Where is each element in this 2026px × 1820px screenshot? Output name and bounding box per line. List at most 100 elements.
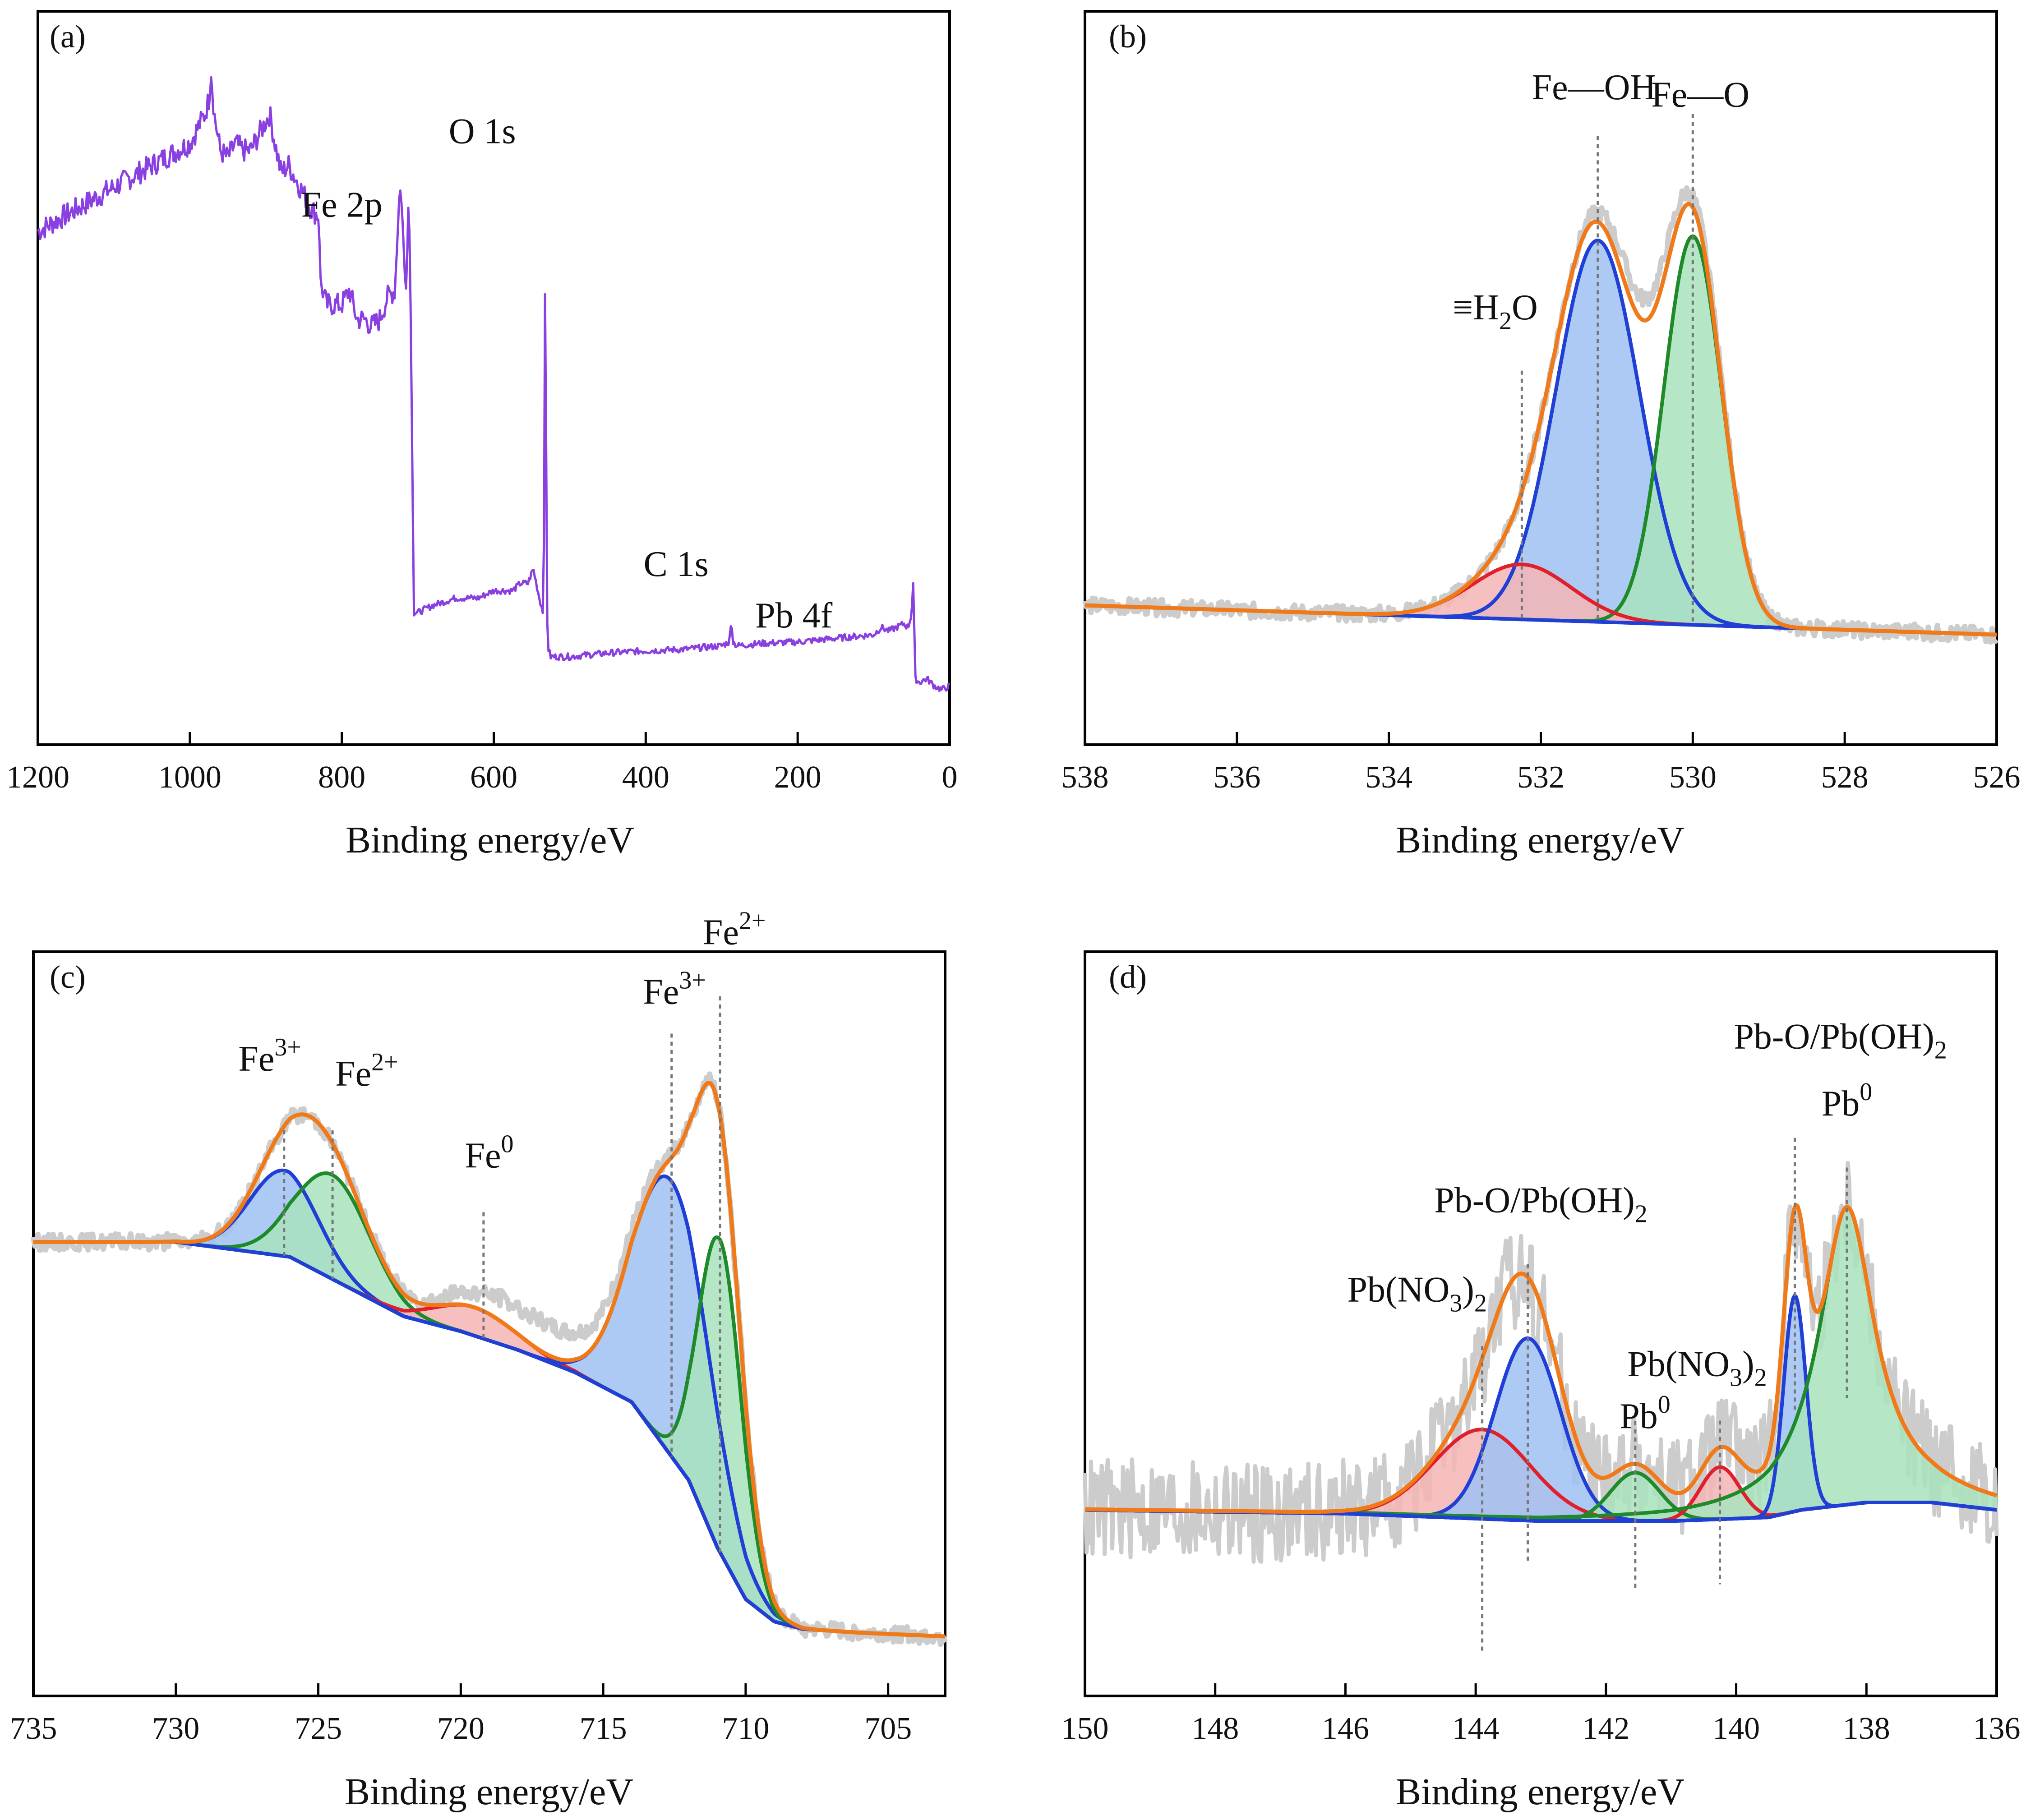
panel-c-frame <box>32 950 946 1697</box>
peak-label-subscript: 2 <box>1934 1037 1947 1064</box>
panel-d-annotations: Pb(NO3)2Pb-O/Pb(OH)2Pb(NO3)2Pb0Pb-O/Pb(O… <box>1348 1017 1947 1437</box>
peak-label-superscript: 0 <box>501 1130 514 1158</box>
panel-c-series <box>31 996 948 1647</box>
peak-label-subscript: 2 <box>1754 1364 1767 1392</box>
peak-label-main: ≡H <box>1453 288 1499 327</box>
peak-label-tail: O <box>1512 288 1538 327</box>
panel-d-x-tick-label: 150 <box>1061 1711 1109 1746</box>
panel-b-x-tick-label: 536 <box>1213 760 1260 795</box>
panel-b-x-axis-title: Binding energy/eV <box>1396 819 1684 861</box>
peak-label-main: Pb <box>1822 1084 1860 1124</box>
panel-d-peak-label: Pb0 <box>1822 1078 1873 1124</box>
panel-c-label: (c) <box>50 959 86 995</box>
panel-a-survey-spectrum: (a) 1200 1000 800 600 400 200 0 Fe 2p O 1s C 1s P… <box>6 10 958 861</box>
peak-label-subscript: 2 <box>1499 307 1512 335</box>
panel-b-x-tick-label: 538 <box>1061 760 1109 795</box>
panel-c-component-fill-2 <box>33 1242 945 1636</box>
panel-d-component-fill-1 <box>1085 1338 1997 1521</box>
peak-label-superscript: 3+ <box>679 967 706 995</box>
peak-label-main: Fe <box>643 972 679 1012</box>
panel-b-x-tick-label: 526 <box>1973 760 2021 795</box>
panel-d-frame <box>1084 950 1998 1697</box>
panel-c-baseline-line <box>33 1240 946 1638</box>
panel-c-peak-label: Fe3+ <box>238 1033 301 1079</box>
panel-b-o1s-spectrum: (b) 538 536 534 532 530 528 526 Fe—OHFe—O≡H2O … <box>1061 10 2021 861</box>
panel-d-peak-label: Pb-O/Pb(OH)2 <box>1434 1181 1647 1228</box>
panel-c-peak-label: Fe3+ <box>643 967 706 1012</box>
panel-c-x-axis-title: Binding energy/eV <box>345 1771 633 1813</box>
panel-d-label: (d) <box>1109 959 1147 995</box>
panel-d-peak-label: Pb-O/Pb(OH)2 <box>1734 1017 1947 1064</box>
panel-b-series <box>1082 114 1999 645</box>
peak-label-superscript: 2+ <box>371 1048 398 1076</box>
panel-c-x-tick-label: 735 <box>10 1711 57 1746</box>
peak-label-main: Fe <box>238 1039 274 1079</box>
peak-label-subscript: 2 <box>1635 1200 1648 1228</box>
panel-b-component-fill-0 <box>1085 240 1997 635</box>
peak-label-superscript: 3+ <box>274 1033 301 1061</box>
panel-b-label: (b) <box>1109 18 1147 55</box>
panel-b-peak-label: Fe—OH <box>1532 68 1657 107</box>
panel-a-label: (a) <box>50 18 86 55</box>
panel-c-x-tick-label: 720 <box>437 1711 485 1746</box>
panel-a-x-tick-label: 600 <box>470 760 517 795</box>
panel-a-x-tick-label: 200 <box>774 760 821 795</box>
panel-a-x-tick-label: 0 <box>942 760 958 795</box>
panel-a-x-axis-title: Binding energy/eV <box>346 819 634 861</box>
panel-d-x-tick-label: 146 <box>1322 1711 1369 1746</box>
panel-d-envelope-line <box>1084 1203 1998 1514</box>
panel-d-component-fill-5 <box>1085 1207 1997 1521</box>
panel-d-x-tick-label: 138 <box>1843 1711 1890 1746</box>
panel-a-peak-label: C 1s <box>643 544 709 584</box>
peak-label-subscript: 3 <box>1730 1364 1742 1392</box>
panel-c-x-tick-label: 725 <box>295 1711 342 1746</box>
panel-b-x-tick-label: 530 <box>1669 760 1717 795</box>
panel-b-component-fill-2 <box>1085 564 1997 635</box>
panel-a-peak-label: Fe 2p <box>301 185 383 225</box>
peak-label-main: Fe <box>703 913 739 953</box>
peak-label-main: Pb(NO <box>1348 1270 1450 1310</box>
peak-label-superscript: 0 <box>1658 1391 1671 1419</box>
panel-c-x-tick-label: 730 <box>152 1711 199 1746</box>
panel-a-x-ticks: 1200 1000 800 600 400 200 0 <box>6 732 958 795</box>
panel-a-annotations: Fe 2p O 1s C 1s Pb 4f <box>301 112 833 636</box>
panel-b-envelope-line <box>1084 202 1998 637</box>
peak-label-main: Pb-O/Pb(OH) <box>1434 1181 1634 1221</box>
panel-b-x-tick-label: 528 <box>1821 760 1869 795</box>
peak-label-main: Pb <box>1620 1396 1658 1436</box>
panel-d-x-tick-label: 136 <box>1973 1711 2021 1746</box>
panel-d-x-tick-label: 144 <box>1452 1711 1500 1746</box>
peak-label-main: Pb(NO <box>1627 1345 1730 1384</box>
panel-a-peak-label: Pb 4f <box>755 596 832 636</box>
panel-a-survey-line <box>37 76 950 692</box>
panel-a-x-tick-label: 1000 <box>158 760 222 795</box>
panel-d-x-ticks: 150 148 146 144 142 140 138 136 <box>1061 1683 2021 1746</box>
panel-c-peak-label: Fe0 <box>465 1130 514 1176</box>
panel-c-x-tick-label: 705 <box>864 1711 912 1746</box>
peak-label-superscript: 2+ <box>739 907 766 935</box>
panel-d-peak-label: Pb0 <box>1620 1391 1671 1436</box>
panel-c-peak-label: Fe2+ <box>703 907 766 953</box>
peak-label-main: Fe—OH <box>1532 68 1657 107</box>
panel-d-x-tick-label: 142 <box>1582 1711 1629 1746</box>
panel-c-x-ticks: 735 730 725 720 715 710 705 <box>10 1683 912 1746</box>
panel-c-component-line-2 <box>33 1240 946 1638</box>
panel-b-x-tick-label: 534 <box>1365 760 1412 795</box>
panel-c-peak-label: Fe2+ <box>335 1048 398 1094</box>
panel-c-x-tick-label: 715 <box>580 1711 627 1746</box>
peak-label-superscript: 0 <box>1860 1078 1872 1106</box>
peak-label-main: Fe <box>465 1136 501 1176</box>
peak-label-main: Pb-O/Pb(OH) <box>1734 1017 1934 1057</box>
panel-d-series <box>1083 1138 1999 1651</box>
panel-d-peak-label: Pb(NO3)2 <box>1348 1270 1487 1318</box>
panel-c-fe2p-spectrum: (c) 735 730 725 720 715 710 705 Fe3+Fe2+Fe0Fe3… <box>10 907 948 1813</box>
panel-a-peak-label: O 1s <box>449 112 516 152</box>
panel-b-peak-label: Fe—O <box>1651 75 1749 115</box>
panel-a-x-tick-label: 400 <box>622 760 669 795</box>
peak-label-main: Fe—O <box>1651 75 1749 115</box>
peak-label-tail: ) <box>1462 1270 1474 1310</box>
panel-c-x-tick-label: 710 <box>722 1711 769 1746</box>
